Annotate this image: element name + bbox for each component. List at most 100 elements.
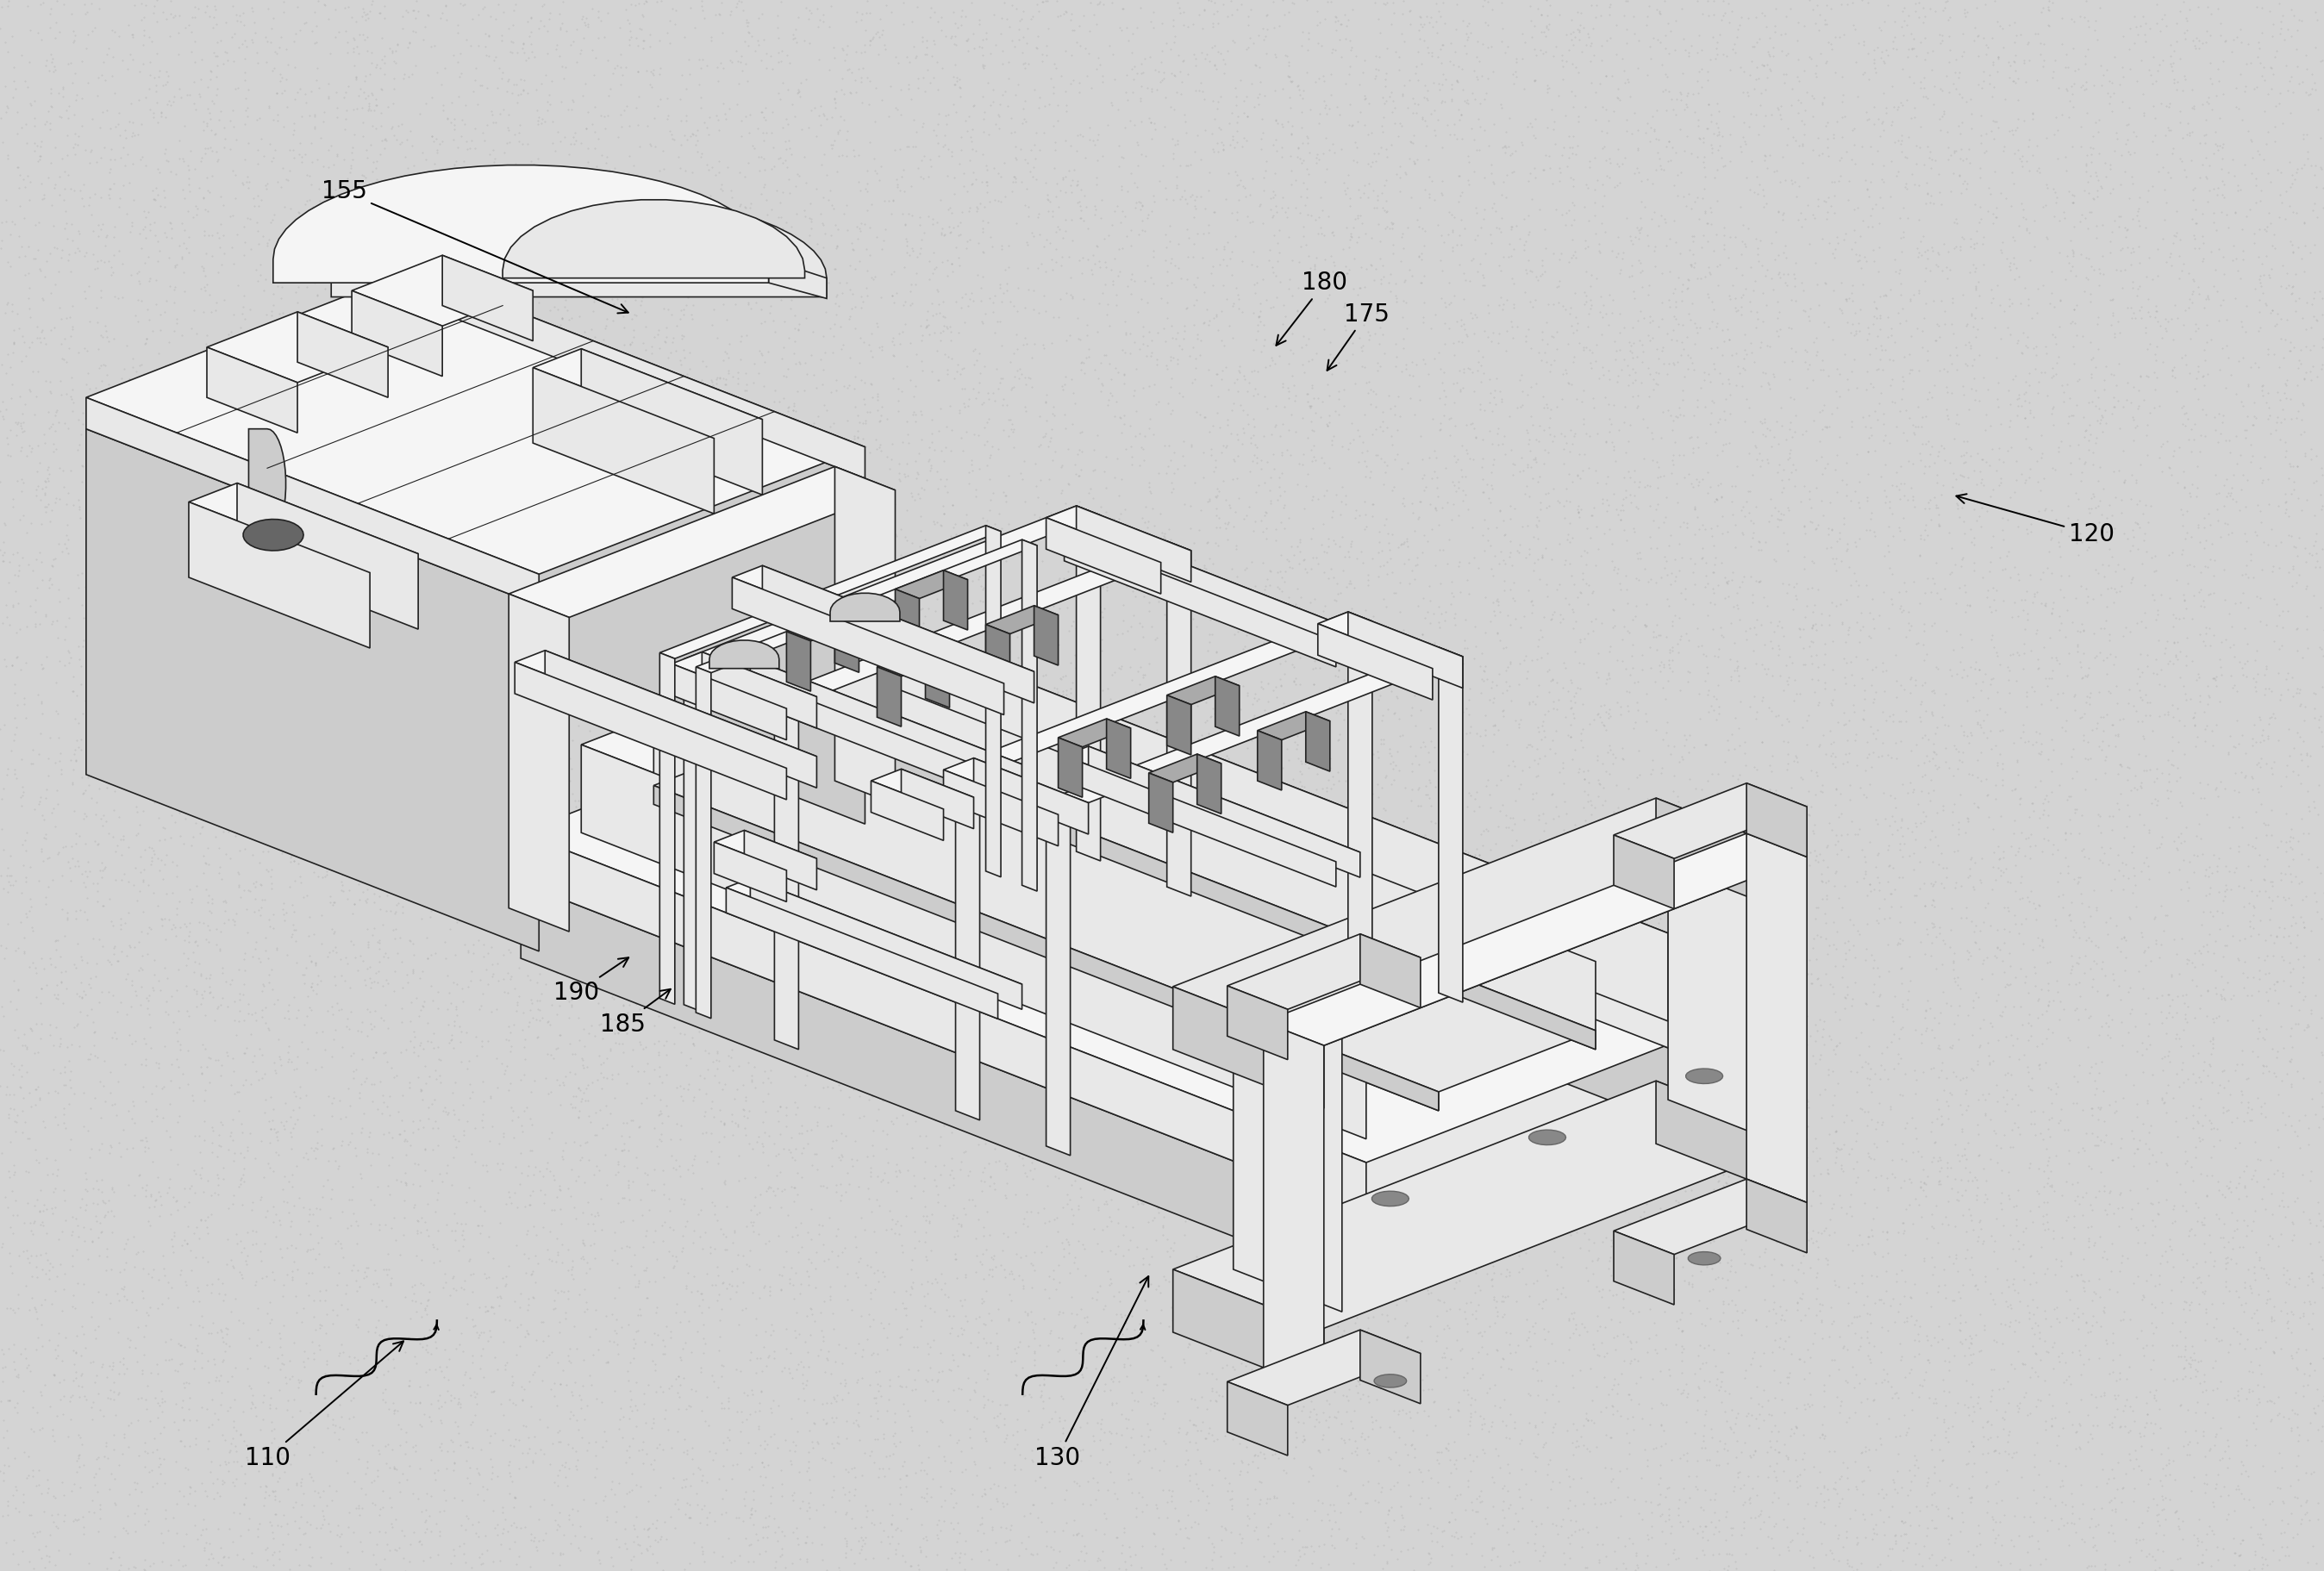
Point [1032, 1318, 1069, 1343]
Point [1452, 116, 1490, 141]
Point [1590, 1026, 1627, 1051]
Point [1685, 1335, 1722, 1360]
Point [418, 1335, 456, 1360]
Point [2129, 853, 2166, 878]
Point [1006, 588, 1043, 613]
Point [999, 366, 1037, 391]
Point [681, 534, 718, 559]
Point [160, 460, 198, 485]
Point [2196, 1433, 2233, 1458]
Point [19, 314, 56, 339]
Point [885, 825, 923, 850]
Point [2205, 1225, 2243, 1251]
Point [1290, 130, 1327, 156]
Point [9, 234, 46, 259]
Point [623, 982, 660, 1007]
Point [648, 1525, 686, 1551]
Point [1041, 597, 1078, 622]
Point [135, 976, 172, 1001]
Point [2029, 1117, 2066, 1142]
Point [1490, 1186, 1527, 1211]
Point [2145, 1090, 2182, 1115]
Point [655, 1254, 693, 1279]
Point [1717, 1299, 1755, 1324]
Point [695, 801, 732, 826]
Point [2071, 685, 2108, 710]
Point [258, 1469, 295, 1494]
Point [1906, 512, 1943, 537]
Point [325, 806, 363, 831]
Point [2129, 1175, 2166, 1200]
Point [383, 16, 421, 41]
Point [841, 1304, 878, 1329]
Point [2015, 581, 2052, 606]
Point [1576, 1115, 1613, 1141]
Point [802, 949, 839, 974]
Point [1287, 1324, 1325, 1349]
Point [1492, 1233, 1529, 1258]
Point [576, 1023, 614, 1048]
Point [1004, 1266, 1041, 1291]
Point [72, 492, 109, 517]
Point [1792, 643, 1829, 668]
Point [1109, 179, 1146, 204]
Point [1929, 1335, 1966, 1360]
Point [502, 701, 539, 726]
Point [1215, 1541, 1253, 1566]
Point [1518, 448, 1555, 473]
Point [1222, 696, 1260, 721]
Point [1204, 1024, 1241, 1049]
Point [927, 467, 964, 492]
Point [1817, 457, 1855, 482]
Point [472, 397, 509, 423]
Point [188, 135, 225, 160]
Point [383, 976, 421, 1001]
Point [1992, 64, 2029, 90]
Point [1559, 386, 1597, 412]
Point [200, 1048, 237, 1073]
Point [270, 1169, 307, 1194]
Point [939, 1104, 976, 1130]
Point [349, 957, 386, 982]
Point [418, 884, 456, 910]
Point [1913, 943, 1950, 968]
Point [0, 404, 21, 429]
Point [627, 1255, 665, 1280]
Point [1638, 818, 1676, 844]
Point [2080, 178, 2117, 203]
Point [1462, 842, 1499, 867]
Point [1318, 9, 1355, 35]
Point [144, 1389, 181, 1414]
Point [0, 1188, 35, 1213]
Point [1287, 1507, 1325, 1532]
Point [1457, 1038, 1494, 1064]
Point [2268, 1309, 2305, 1334]
Point [488, 729, 525, 754]
Point [1736, 888, 1773, 913]
Point [1199, 1144, 1236, 1169]
Point [314, 504, 351, 529]
Point [999, 275, 1037, 300]
Point [1529, 1167, 1566, 1192]
Point [1592, 151, 1629, 176]
Point [1276, 936, 1313, 961]
Point [1943, 1119, 1980, 1144]
Point [927, 435, 964, 460]
Point [1627, 474, 1664, 500]
Point [1590, 1045, 1627, 1070]
Point [1267, 1161, 1304, 1186]
Point [1806, 1078, 1843, 1103]
Point [72, 440, 109, 465]
Point [1157, 657, 1195, 682]
Point [2205, 1536, 2243, 1562]
Point [21, 143, 58, 168]
Point [1545, 53, 1583, 79]
Point [188, 768, 225, 793]
Point [316, 825, 353, 850]
Point [799, 622, 837, 647]
Point [2266, 490, 2303, 515]
Point [1534, 666, 1571, 691]
Point [1508, 261, 1545, 286]
Point [1294, 735, 1332, 760]
Point [1385, 492, 1422, 517]
